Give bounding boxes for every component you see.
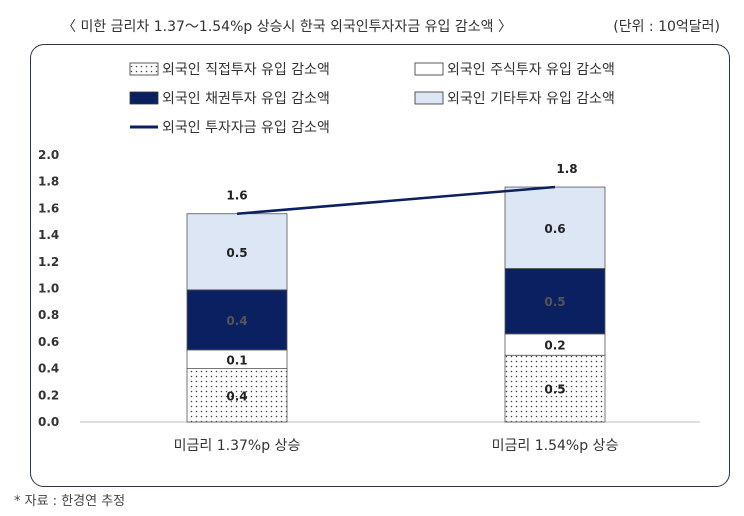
- y-tick-label: 0.4: [38, 362, 59, 376]
- y-tick-label: 0.6: [38, 335, 59, 349]
- legend-swatch: [129, 62, 159, 76]
- bar-segment-3: [186, 289, 288, 351]
- chart-title: 〈 미한 금리차 1.37～1.54%p 상승시 한국 외국인투자자금 유입 감…: [62, 19, 512, 35]
- y-axis: 0.0 0.2 0.4 0.6 0.8 1.0 1.2 1.4 1.6 1.8 2.0: [38, 148, 700, 429]
- y-tick-label: 1.8: [38, 175, 59, 189]
- total-line: [236, 185, 556, 215]
- x-axis: 미금리 1.37%p 상승 미금리 1.54%p 상승: [174, 438, 619, 454]
- legend-label: 외국인 주식투자 유입 감소액: [447, 62, 615, 78]
- bar-segment-1: [186, 368, 288, 423]
- bar-segment-4: [504, 186, 606, 269]
- bar-segment-1: [504, 354, 606, 423]
- bar-value-label: 0.1: [226, 353, 247, 367]
- legend-label: 외국인 투자자금 유입 감소액: [162, 120, 330, 136]
- source-note: * 자료 : 한경연 추정: [14, 494, 126, 509]
- bar-value-label: 0.4: [226, 314, 247, 328]
- bar-value-label: 0.5: [226, 246, 247, 260]
- total-value-label: 1.8: [556, 162, 577, 176]
- bar-value-label: 0.5: [544, 295, 565, 309]
- legend-label: 외국인 채권투자 유입 감소액: [162, 91, 330, 107]
- data-labels: 0.4 0.1 0.4 0.5 0.5 0.2 0.5 0.6 1.6 1.8: [226, 162, 577, 403]
- x-category-label: 미금리 1.37%p 상승: [174, 438, 301, 454]
- legend-swatch: [414, 91, 444, 105]
- legend-label: 외국인 기타투자 유입 감소액: [447, 91, 615, 107]
- y-tick-label: 0.8: [38, 308, 59, 322]
- legend-label: 외국인 직접투자 유입 감소액: [162, 62, 330, 78]
- bar-value-label: 0.4: [226, 389, 247, 403]
- x-category-label: 미금리 1.54%p 상승: [492, 438, 619, 454]
- y-tick-label: 1.0: [38, 282, 59, 296]
- legend-swatch: [414, 62, 444, 76]
- unit-label: (단위 : 10억달러): [613, 19, 720, 35]
- bar-value-label: 0.5: [544, 383, 565, 397]
- bar-segment-4: [186, 213, 288, 291]
- y-tick-label: 1.6: [38, 201, 59, 215]
- bars: [186, 186, 606, 423]
- y-tick-label: 0.0: [38, 415, 59, 429]
- chart-frame: [30, 44, 730, 487]
- y-tick-label: 2.0: [38, 148, 59, 162]
- total-value-label: 1.6: [226, 189, 247, 203]
- y-tick-label: 1.4: [38, 228, 59, 242]
- y-tick-label: 1.2: [38, 255, 59, 269]
- bar-segment-3: [504, 268, 606, 335]
- y-tick-label: 0.2: [38, 388, 59, 402]
- total-line-segment: [236, 185, 556, 215]
- legend-swatch: [129, 91, 159, 105]
- bar-value-label: 0.6: [544, 222, 565, 236]
- bar-value-label: 0.2: [544, 339, 565, 353]
